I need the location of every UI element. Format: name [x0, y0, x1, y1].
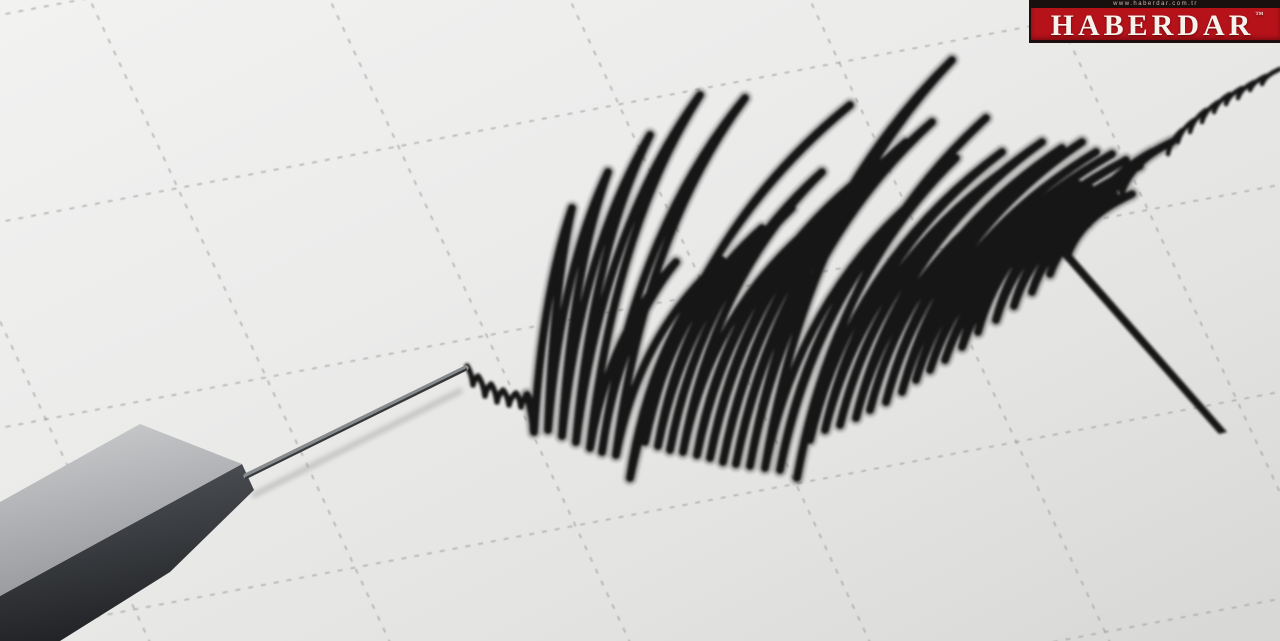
news-logo: www.haberdar.com.tr HABERDAR ™ [1029, 0, 1280, 43]
needle-shadow [250, 387, 464, 499]
logo-url-band: www.haberdar.com.tr [1031, 0, 1280, 8]
pen-arm-top-face [0, 424, 242, 596]
trace-lead-in [464, 363, 530, 410]
logo-url-text: www.haberdar.com.tr [1113, 1, 1198, 7]
pen-needle [243, 365, 469, 479]
grid-line [1052, 597, 1280, 641]
logo-title: HABERDAR ™ [1031, 8, 1280, 43]
grid-line [328, 0, 631, 641]
seismic-trace [464, 52, 1280, 486]
trace-tail [1165, 66, 1280, 157]
trace-stray-stroke [1055, 248, 1227, 434]
trademark-icon: ™ [1255, 10, 1264, 19]
grid-line [808, 0, 1111, 641]
trace-main-burst [523, 56, 1176, 482]
grid-line [0, 390, 1280, 637]
pen-needle-edge [244, 368, 468, 480]
grid-line [88, 0, 391, 641]
seismograph-pen-arm [0, 365, 469, 641]
logo-title-text: HABERDAR [1050, 8, 1255, 42]
grid-line [568, 0, 871, 641]
pen-arm-side-face [0, 464, 254, 641]
